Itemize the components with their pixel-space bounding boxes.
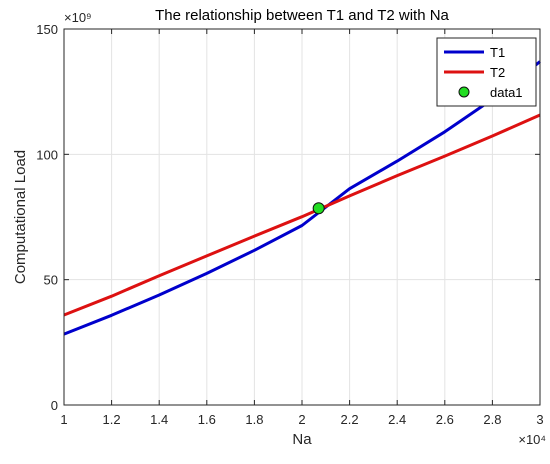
x-tick-label: 2.2 [341,412,359,427]
x-tick-label: 1.2 [103,412,121,427]
legend: T1 T2 data1 [436,37,537,107]
x-tick-label: 1.8 [245,412,263,427]
series-layer [63,60,541,336]
series-line-t2 [63,113,541,317]
marker-layer [312,202,325,215]
x-axis-label: Na [292,431,312,448]
legend-label-t2: T2 [490,65,505,80]
ticks: 1 1.2 1.4 1.6 1.8 2 2.2 2.4 2.6 2.8 3 0 50 100 150 [36,22,543,427]
y-axis-label: Computational Load [12,150,29,284]
x-tick-label: 2 [298,412,305,427]
chart-title: The relationship between T1 and T2 with … [155,7,449,24]
x-tick-label: 3 [536,412,543,427]
y-tick-label: 0 [51,398,58,413]
y-axis-exponent: ×10⁹ [64,10,92,25]
x-tick-label: 1.4 [150,412,168,427]
x-tick-label: 2.4 [388,412,406,427]
y-tick-label: 150 [36,22,58,37]
legend-label-t1: T1 [490,45,505,60]
x-axis-exponent: ×10⁴ [518,432,546,447]
x-tick-label: 2.8 [483,412,501,427]
legend-label-data1: data1 [490,85,523,100]
x-tick-label: 2.6 [436,412,454,427]
series-line-t1 [63,60,541,336]
x-tick-label: 1 [60,412,67,427]
y-tick-label: 50 [44,273,58,288]
legend-swatch-data1 [458,86,470,98]
x-tick-label: 1.6 [198,412,216,427]
marker-data1 [312,202,325,215]
y-tick-label: 100 [36,147,58,162]
